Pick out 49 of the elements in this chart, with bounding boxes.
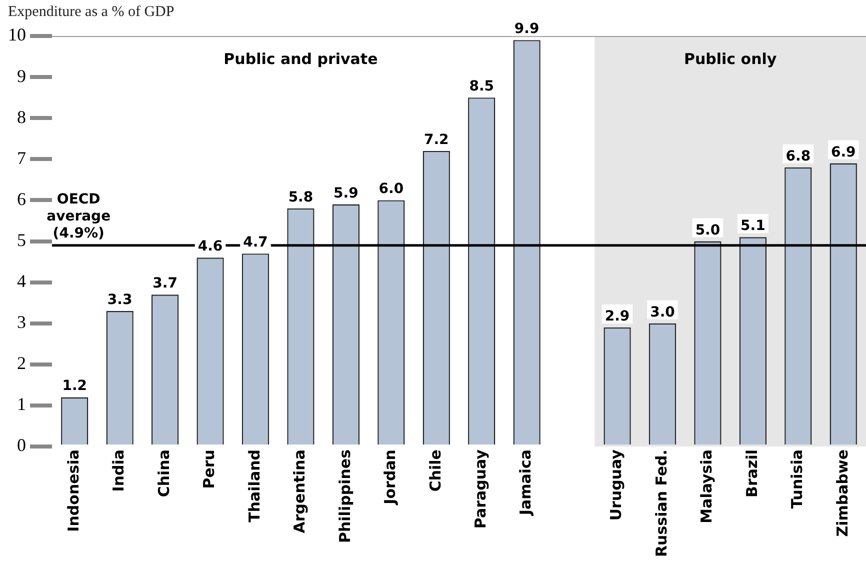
data-label: 6.8 — [786, 148, 811, 164]
x-tick-label: Jamaica — [516, 450, 535, 516]
y-tick-label: 9 — [17, 66, 26, 86]
x-tick-label: Brazil — [742, 450, 761, 498]
data-label: 7.2 — [424, 132, 449, 148]
data-label: 4.7 — [243, 234, 268, 251]
y-tick-label: 2 — [17, 353, 26, 374]
data-label: 4.6 — [198, 238, 223, 255]
x-tick-label: Jordan — [381, 450, 400, 506]
y-tick-label: 6 — [17, 188, 26, 209]
x-tick-label: Russian Fed. — [652, 450, 670, 557]
y-tick-label: 3 — [17, 312, 26, 332]
data-label: 1.2 — [62, 378, 88, 394]
data-label: 2.9 — [604, 308, 630, 324]
y-tick-label: 1 — [17, 394, 26, 414]
data-label: 3.0 — [650, 304, 676, 320]
x-tick-label: Zimbabwe — [833, 450, 852, 537]
band-label: Public only — [684, 50, 777, 68]
x-tick-label: Malaysia — [698, 450, 716, 524]
y-tick-label: 4 — [17, 271, 26, 292]
data-label: 5.8 — [288, 189, 314, 206]
data-label: 6.0 — [378, 181, 404, 198]
data-label: 3.3 — [107, 292, 132, 308]
y-tick-label: 0 — [17, 435, 26, 456]
ref-line-label: OECD average (4.9%) — [46, 191, 111, 242]
x-tick-label: Peru — [200, 450, 218, 489]
y-tick-label: 10 — [8, 24, 26, 45]
x-tick-label: Chile — [426, 450, 444, 492]
data-label: 9.9 — [514, 21, 540, 38]
x-tick-label: Tunisia — [788, 450, 806, 509]
data-label: 5.1 — [740, 218, 766, 234]
x-tick-label: India — [110, 450, 128, 492]
x-tick-label: Uruguay — [607, 449, 626, 521]
data-label: 5.0 — [695, 222, 720, 238]
y-tick-label: 7 — [17, 148, 26, 168]
x-tick-label: Argentina — [290, 450, 309, 534]
data-label: 5.9 — [334, 185, 358, 202]
x-tick-label: Paraguay — [472, 449, 490, 529]
x-tick-label: Philippines — [336, 449, 354, 543]
y-axis-title: Expenditure as a % of GDP — [8, 4, 174, 21]
data-label: 6.9 — [830, 144, 856, 160]
data-label: 3.7 — [152, 276, 178, 292]
y-tick-label: 8 — [17, 106, 26, 127]
x-tick-label: Indonesia — [64, 450, 82, 532]
x-tick-label: Thailand — [245, 450, 264, 522]
x-tick-label: China — [154, 450, 173, 498]
y-tick-label: 5 — [17, 230, 26, 250]
data-label: 8.5 — [469, 78, 494, 95]
annotation: Public and private — [224, 50, 378, 68]
